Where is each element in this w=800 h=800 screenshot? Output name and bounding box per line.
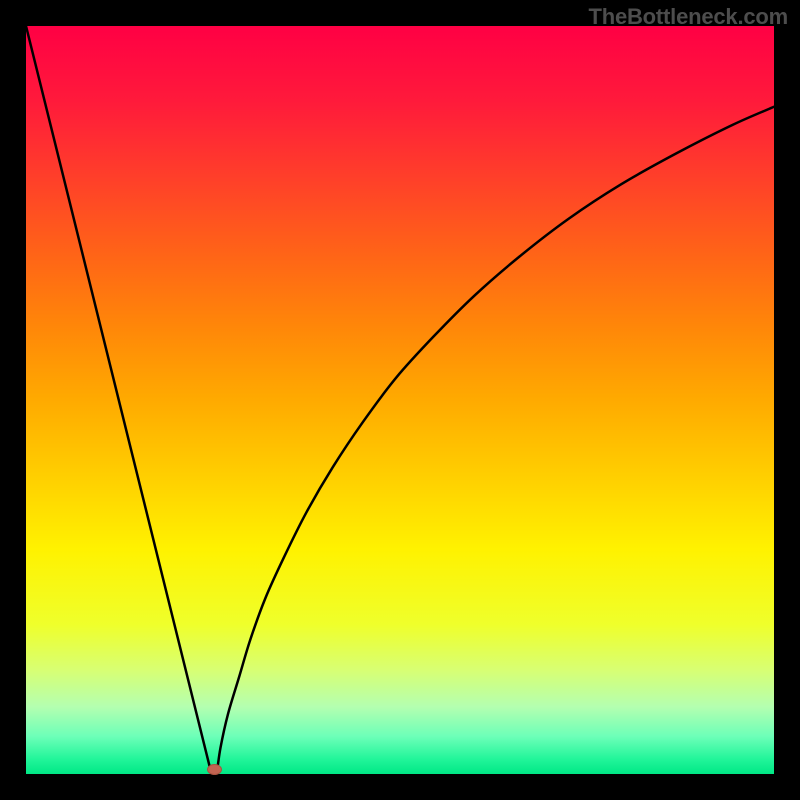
bottleneck-chart [0, 0, 800, 800]
chart-container: TheBottleneck.com [0, 0, 800, 800]
watermark-text: TheBottleneck.com [588, 4, 788, 30]
